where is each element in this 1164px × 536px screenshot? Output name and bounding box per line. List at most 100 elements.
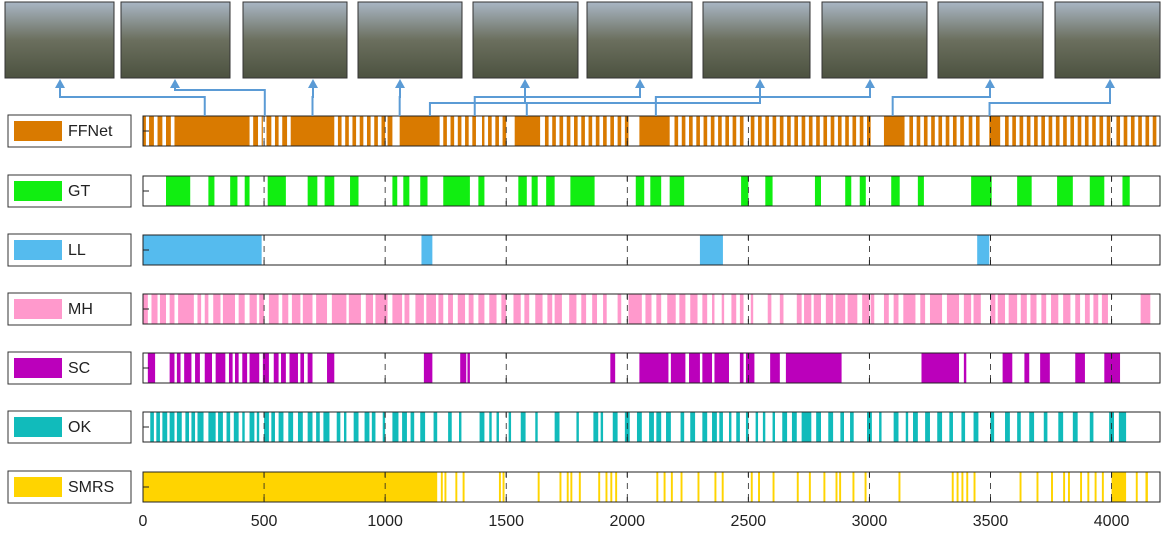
segment: [767, 294, 772, 324]
segment: [1101, 294, 1108, 324]
segment: [1138, 116, 1142, 146]
legend-label: SC: [68, 360, 90, 377]
segment: [518, 176, 527, 206]
segment: [433, 412, 438, 442]
segment: [331, 294, 347, 324]
segment: [1075, 294, 1081, 324]
segment: [1012, 116, 1016, 146]
x-tick-label: 2000: [609, 513, 645, 530]
segment: [457, 294, 466, 324]
segment: [796, 294, 802, 324]
segment: [1041, 294, 1047, 324]
segment: [1040, 353, 1050, 383]
segment: [765, 176, 773, 206]
segment: [690, 294, 698, 324]
segment: [230, 176, 238, 206]
segment: [266, 116, 272, 146]
segment: [828, 412, 834, 442]
segment: [808, 472, 811, 502]
segment: [785, 353, 842, 383]
segment: [465, 116, 469, 146]
thumbnail: [821, 1, 928, 79]
segment: [399, 116, 440, 146]
segment: [426, 294, 436, 324]
segment: [302, 294, 313, 324]
segment: [931, 116, 935, 146]
segment: [226, 412, 231, 442]
segment: [674, 116, 679, 146]
segment: [823, 116, 828, 146]
segment: [963, 353, 967, 383]
legend-label: MH: [68, 301, 93, 318]
segment: [680, 472, 683, 502]
segment: [1034, 116, 1038, 146]
segment: [1017, 176, 1032, 206]
segment: [176, 412, 182, 442]
segment: [816, 412, 821, 442]
segment: [739, 294, 744, 324]
segment: [945, 116, 950, 146]
x-tick-label: 500: [251, 513, 278, 530]
segment: [1067, 472, 1070, 502]
segment: [208, 412, 216, 442]
keyframe-arrow: [654, 81, 871, 116]
segment: [345, 116, 349, 146]
keyframe-arrow: [891, 81, 991, 116]
segment: [156, 412, 160, 442]
segment: [559, 116, 564, 146]
segment: [703, 116, 708, 146]
segment: [961, 472, 964, 502]
segment: [1089, 412, 1094, 442]
segment: [758, 472, 760, 502]
segment: [307, 353, 313, 383]
segment: [462, 472, 465, 502]
segment: [1063, 116, 1067, 146]
segment: [645, 294, 652, 324]
arrow-head: [395, 79, 405, 88]
segment: [578, 472, 581, 502]
segment: [249, 412, 255, 442]
segment: [259, 294, 265, 324]
segment: [903, 294, 916, 324]
segment: [570, 472, 573, 502]
segment: [271, 412, 275, 442]
segment: [496, 412, 499, 442]
segment: [917, 176, 924, 206]
segment: [1051, 294, 1059, 324]
segment: [143, 472, 438, 502]
segment: [1005, 412, 1010, 442]
segment: [1087, 472, 1090, 502]
segment: [244, 176, 250, 206]
segment: [814, 176, 821, 206]
segment: [423, 353, 433, 383]
segment: [938, 116, 943, 146]
segment: [420, 176, 428, 206]
segment: [576, 412, 579, 442]
segment: [1002, 353, 1013, 383]
segment: [307, 412, 313, 442]
segment: [570, 176, 595, 206]
segment: [1104, 353, 1121, 383]
segment: [488, 116, 492, 146]
segment: [1043, 412, 1048, 442]
segment: [636, 412, 642, 442]
segment: [1057, 176, 1073, 206]
segment: [937, 412, 943, 442]
segment: [859, 176, 866, 206]
row-frame: [142, 293, 1161, 325]
segment: [185, 412, 190, 442]
segment: [883, 116, 905, 146]
segment: [282, 116, 288, 146]
segment: [353, 412, 359, 442]
segment: [960, 116, 964, 146]
segment: [291, 294, 301, 324]
keyframe-arrow: [473, 81, 641, 116]
segment: [213, 294, 221, 324]
segment: [898, 472, 901, 502]
segment: [327, 353, 335, 383]
segment: [404, 294, 410, 324]
segment: [147, 353, 156, 383]
segment: [1077, 116, 1082, 146]
segment: [666, 412, 671, 442]
segment: [770, 353, 780, 383]
